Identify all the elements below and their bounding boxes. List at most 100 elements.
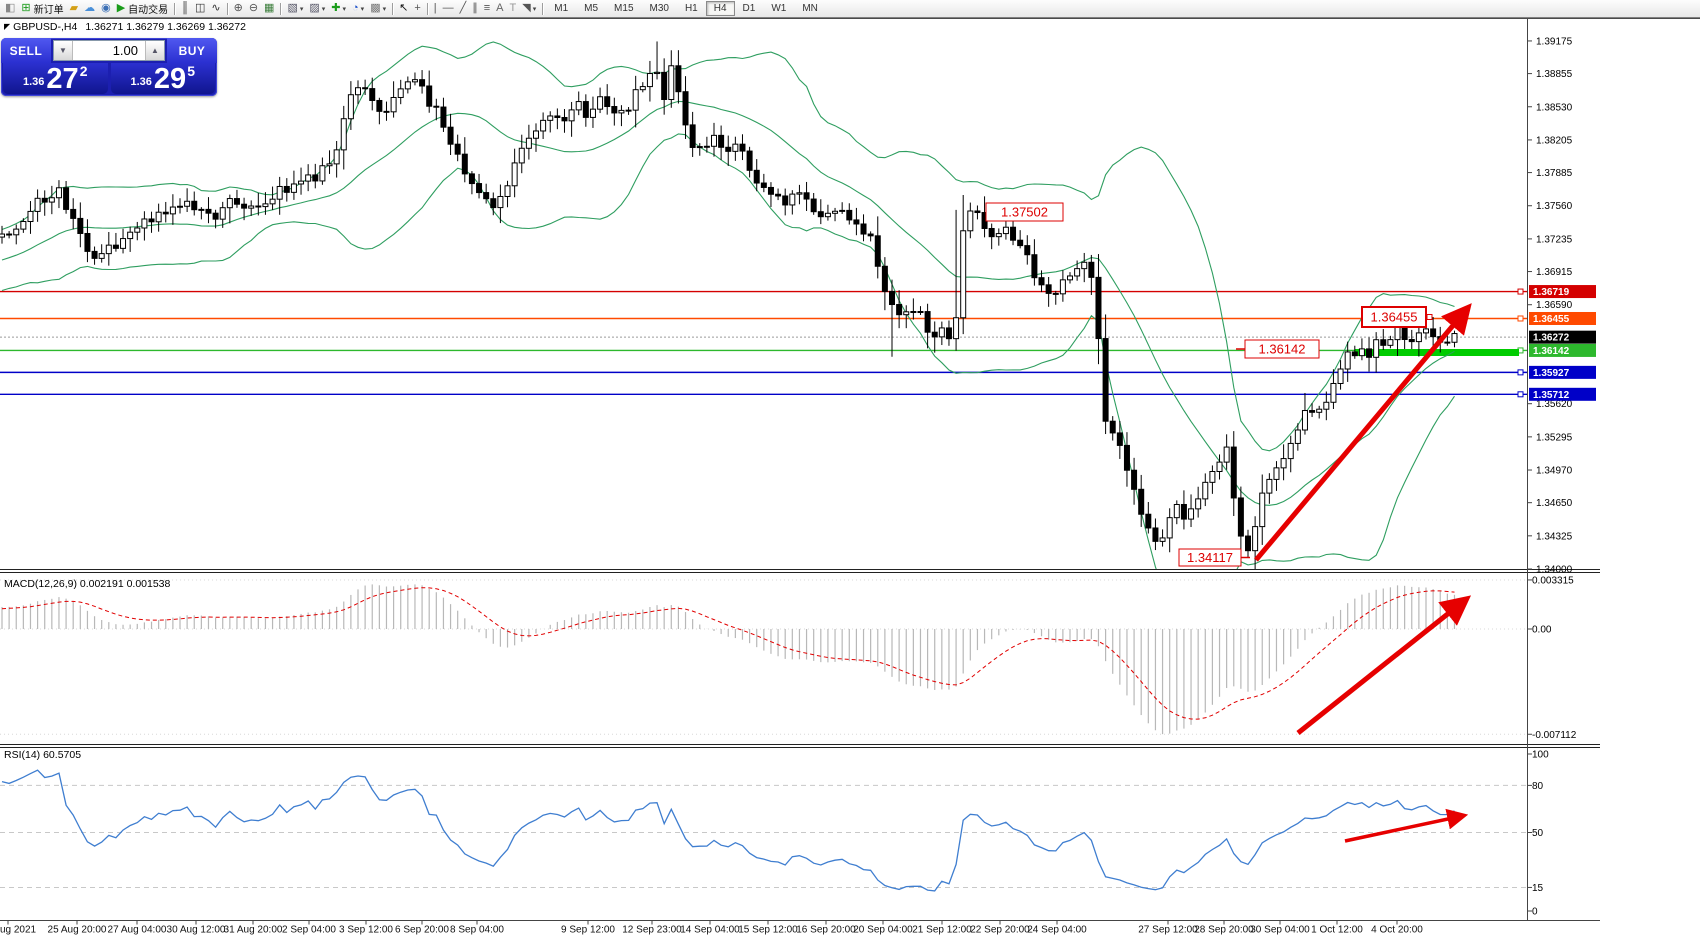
timeframe-m1-button[interactable]: M1 [554,3,569,14]
candle-up [995,233,1002,238]
price-tick-label: 1.36590 [1536,300,1573,311]
candle-down [454,143,461,155]
autotrading-button[interactable]: ▶ 自动交易 [114,1,171,17]
price-tag-1.35712 [1529,387,1596,401]
crosshair-icon[interactable]: + [411,1,423,16]
timeframe-m5-button[interactable]: M5 [584,3,599,14]
toolbar-separator [426,2,428,15]
buy-price[interactable]: 1.36 29 5 [110,63,215,94]
candle-down [255,205,262,208]
buy-price-prefix: 1.36 [130,76,152,88]
level-line-handle[interactable] [1517,369,1524,376]
periods-dropdown-icon[interactable]: ▾ [360,5,365,13]
sell-button[interactable]: SELL [1,38,51,63]
clipped-icon-icon[interactable]: ◧ [2,1,18,16]
annotation-box-1.36142[interactable] [1244,339,1320,359]
candlestick-chart-icon[interactable]: ◫ [192,1,208,16]
volume-input[interactable]: 1.00 [112,43,138,58]
candle-up [796,192,803,195]
price-annotations[interactable]: 1.37502 1.36455 1.36142 1.34117 [985,202,1433,567]
annotation-box-1.34117[interactable] [1178,548,1242,567]
green-highlight-bar[interactable] [1355,349,1519,356]
price-tag-text: 1.35712 [1533,390,1570,401]
candle-down [312,174,319,182]
clipped-icon-glyph: ◧ [5,2,16,14]
level-line-handle[interactable] [1517,391,1524,398]
arrows-dropdown-icon[interactable]: ▾ [532,5,537,13]
candle-up [589,108,596,118]
price-tag-1.36142 [1529,343,1596,357]
bar-chart-icon[interactable]: ║ [178,1,192,16]
text-label-icon[interactable]: T [507,1,520,16]
timeframe-h4-button[interactable]: H4 [705,1,735,16]
line-chart-glyph: ∿ [211,2,221,14]
horizontal-line-icon[interactable]: — [440,1,457,16]
periods-glyph: ◔ [352,2,359,14]
text-icon[interactable]: A [493,1,506,16]
templates-icon[interactable]: ▩ ▾ [367,1,389,16]
new-order-button[interactable]: ⊞ 新订单 [18,1,66,17]
candle-up [34,197,41,212]
market-cloud-icon[interactable]: ☁ [81,1,98,16]
new-chart-dropdown-icon[interactable]: ▾ [299,5,304,13]
sell-price[interactable]: 1.36 27 2 [3,63,108,94]
webinar-icon[interactable]: ◉ [98,1,114,16]
buy-button[interactable]: BUY [167,38,217,63]
zoom-in-icon[interactable]: ⊕ [231,1,246,16]
equidistant-channel-icon[interactable]: ∥ [469,1,481,16]
timeframe-h1-button[interactable]: H1 [684,3,698,14]
candle-up [48,197,55,203]
candle-up [184,200,191,207]
candle-up [646,73,653,88]
candle-down [718,134,725,148]
trend-arrow-main[interactable] [1254,303,1472,562]
timeframe-w1-button[interactable]: W1 [771,3,787,14]
price-tag-1.35927 [1529,365,1596,379]
arrows-icon[interactable]: ◥ ▾ [519,1,539,16]
tile-windows-icon[interactable]: ▦ [261,1,277,16]
candle-down [1138,488,1145,515]
volume-decrease-button[interactable]: ▼ [54,41,73,60]
templates-dropdown-icon[interactable]: ▾ [382,5,387,13]
candle-up [1195,498,1202,510]
indicators-dropdown-icon[interactable]: ▾ [342,5,347,13]
candle-up [511,162,518,187]
candle-down [1116,432,1123,446]
level-line-handle[interactable] [1517,315,1524,322]
timeframe-m30-button[interactable]: M30 [649,3,669,14]
candle-down [945,327,952,340]
annotation-box-1.37502[interactable] [985,202,1064,222]
time-tick-label: 16 Sep 20:00 [796,925,856,936]
candle-down [468,173,475,185]
vertical-line-icon[interactable]: | [431,1,440,16]
zoom-out-glyph: ⊖ [248,2,259,14]
profiles-icon[interactable]: ▨ ▾ [306,1,328,16]
macd-axis-label: 0.00 [1532,625,1552,636]
new-chart-icon[interactable]: ▧ ▾ [284,1,306,16]
volume-increase-button[interactable]: ▲ [145,41,164,60]
gold-bars-icon[interactable]: ▰ [67,1,81,16]
fibonacci-icon[interactable]: ≡ [481,1,493,16]
candle-down [860,223,867,235]
trend-arrow-macd[interactable] [1296,595,1472,735]
candle-down [1444,341,1451,344]
annotation-box-1.36455[interactable] [1361,306,1427,328]
cursor-icon[interactable]: ↖ [396,1,411,16]
zoom-out-icon[interactable]: ⊖ [246,1,261,16]
line-chart-icon[interactable]: ∿ [208,1,223,16]
periods-icon[interactable]: ◔ ▾ [349,1,367,16]
profiles-dropdown-icon[interactable]: ▾ [321,5,326,13]
indicators-icon[interactable]: ✚ ▾ [328,1,349,16]
candle-up [219,207,226,220]
candle-down [1401,326,1408,340]
timeframe-mn-button[interactable]: MN [802,3,818,14]
timeframe-m15-button[interactable]: M15 [614,3,634,14]
level-line-handle[interactable] [1517,288,1524,295]
timeframe-d1-button[interactable]: D1 [742,3,756,14]
trendline-icon[interactable]: ╱ [457,1,470,16]
text-glyph: A [496,2,504,14]
candle-up [298,180,305,185]
trend-arrow-rsi[interactable] [1344,808,1469,843]
fibonacci-glyph: ≡ [483,2,491,14]
candle-up [625,109,632,112]
